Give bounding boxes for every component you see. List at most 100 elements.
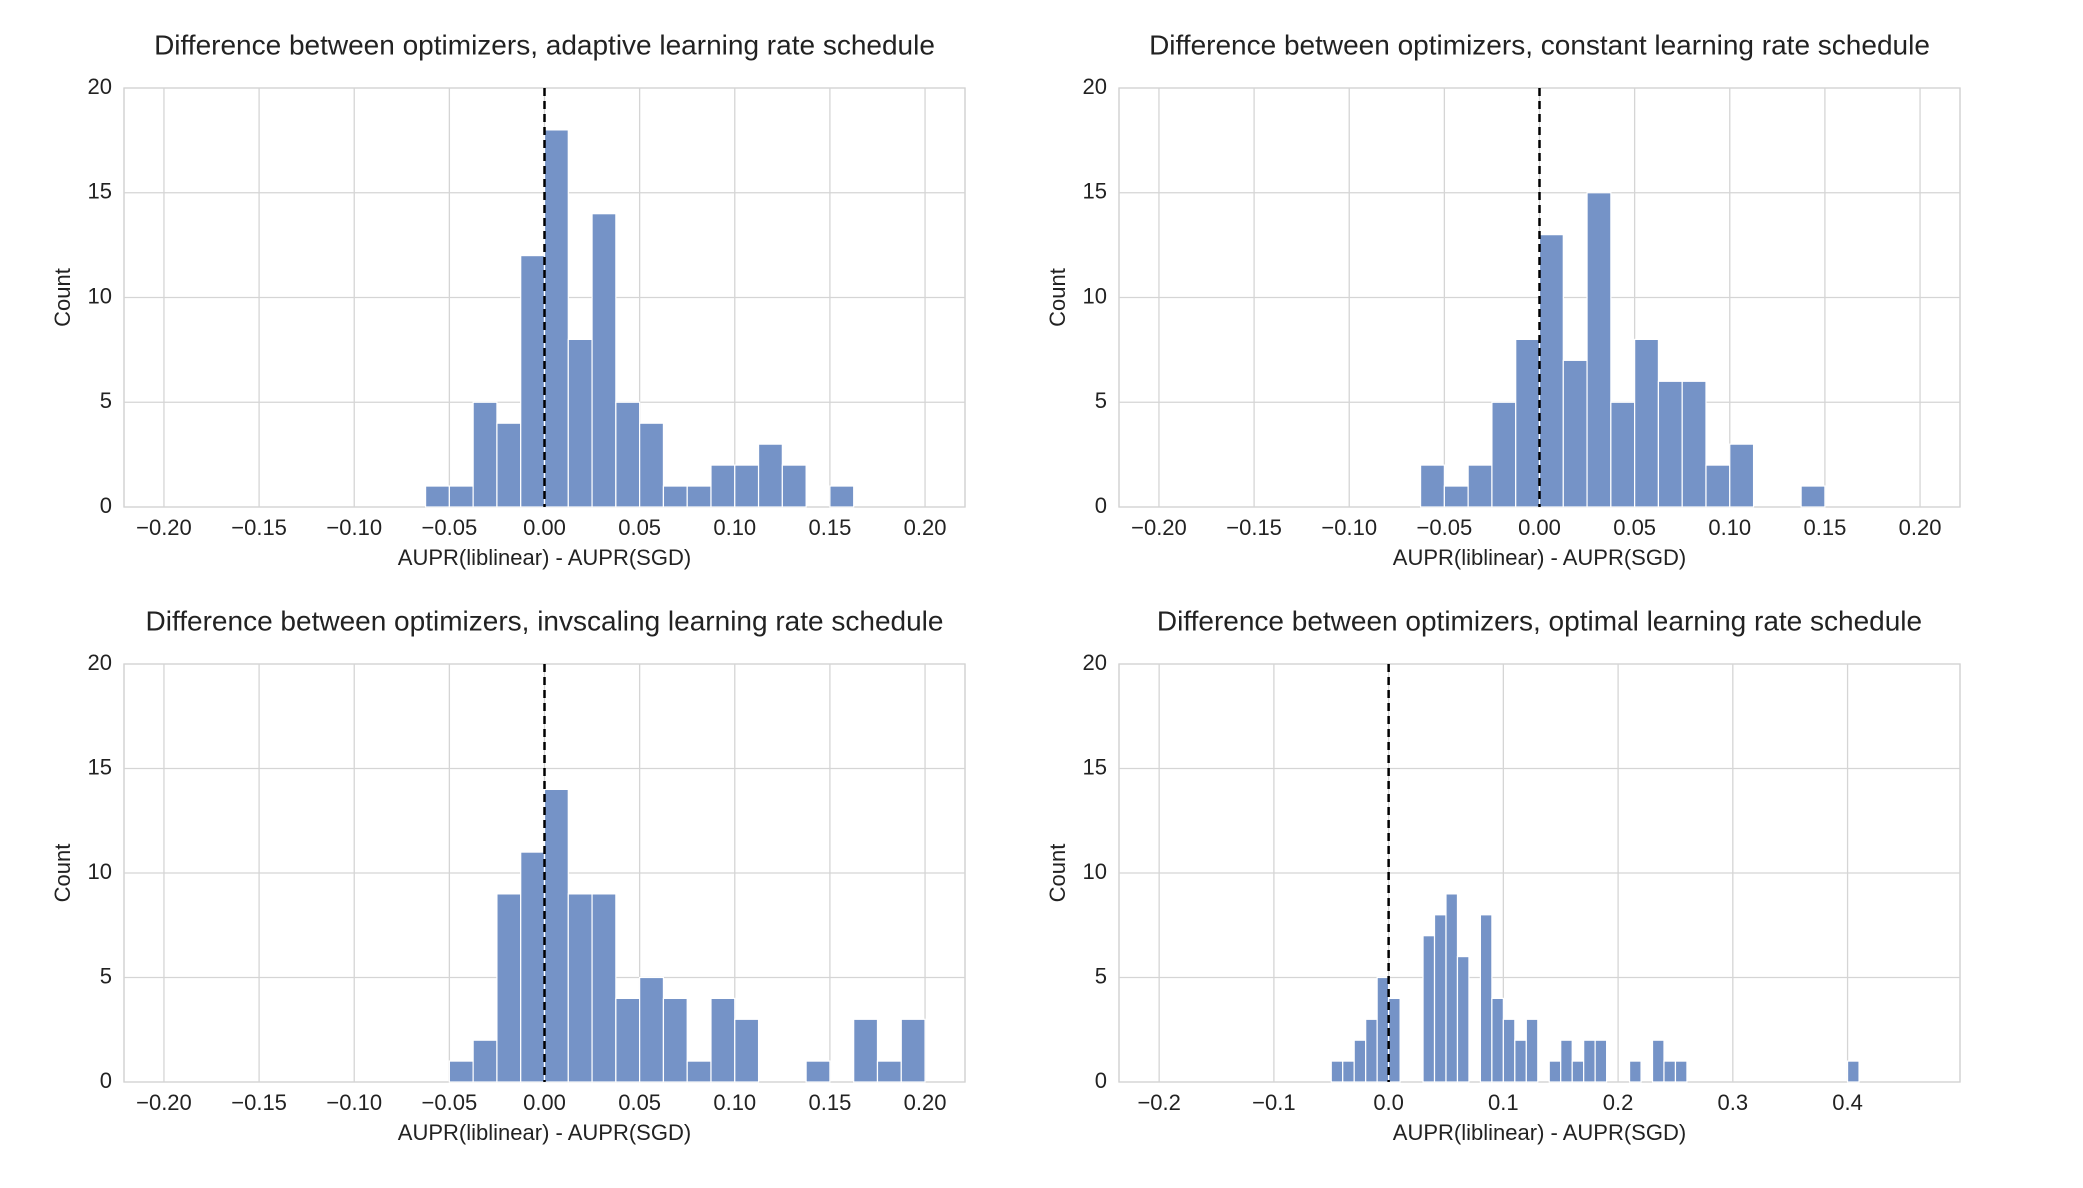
bar [1562,359,1588,508]
x-tick-label: 0.4 [1832,1090,1863,1115]
bar [1491,401,1517,508]
bar [876,1060,902,1083]
y-axis-label: Count [1045,844,1070,903]
bar [639,976,665,1083]
bar [1515,338,1541,508]
x-axis-label: AUPR(liblinear) - AUPR(SGD) [398,545,691,570]
bar [1583,1039,1596,1083]
x-tick-label: −0.20 [136,1090,192,1115]
chart-title: Difference between optimizers, constant … [1149,29,1930,60]
bar [1353,1039,1367,1083]
chart-title: Difference between optimizers, adaptive … [154,29,935,60]
bar [1681,380,1707,508]
bar [567,893,593,1083]
bar [1443,485,1469,508]
bar [1419,464,1445,508]
y-tick-label: 10 [88,859,112,884]
x-tick-label: 0.00 [523,1090,566,1115]
bar [1456,955,1470,1083]
x-tick-label: 0.05 [618,1090,661,1115]
x-tick-label: −0.05 [422,1090,478,1115]
x-tick-label: 0.15 [1803,515,1846,540]
x-tick-label: 0.10 [713,1090,756,1115]
bar [639,422,665,508]
x-tick-label: 0.10 [713,515,756,540]
bar [1571,1060,1585,1083]
y-tick-label: 0 [1095,493,1107,518]
x-tick-label: −0.05 [422,515,478,540]
y-tick-label: 20 [1083,650,1107,675]
bar [1342,1060,1355,1083]
bar [1560,1039,1573,1083]
bar [1800,485,1826,508]
bar [757,443,783,508]
bar [1388,997,1401,1083]
bar [662,997,688,1083]
y-tick-label: 15 [1083,754,1107,779]
x-tick-label: 0.05 [618,515,661,540]
bar [1467,464,1493,508]
x-tick-label: 0.3 [1718,1090,1749,1115]
x-tick-label: −0.15 [1226,515,1282,540]
bar [1729,443,1755,508]
y-tick-label: 0 [1095,1068,1107,1093]
bar [496,893,522,1083]
bar [543,129,569,508]
bar [520,255,546,508]
bar [591,213,617,508]
x-tick-label: 0.20 [904,1090,947,1115]
bar [1491,997,1504,1083]
x-tick-label: 0.15 [808,1090,851,1115]
bar [1548,1060,1562,1083]
bar [448,485,474,508]
x-tick-label: −0.10 [1321,515,1377,540]
x-tick-label: 0.2 [1603,1090,1634,1115]
x-tick-label: 0.00 [523,515,566,540]
bar [686,1060,712,1083]
x-axis-label: AUPR(liblinear) - AUPR(SGD) [1393,1120,1686,1145]
y-axis-label: Count [50,268,75,327]
x-axis-label: AUPR(liblinear) - AUPR(SGD) [1393,545,1686,570]
y-tick-label: 10 [88,283,112,308]
bar [1502,1018,1516,1083]
y-tick-label: 5 [1095,388,1107,413]
x-tick-label: −0.2 [1137,1090,1180,1115]
x-tick-label: 0.10 [1708,515,1751,540]
x-tick-label: −0.15 [231,515,287,540]
chart-title: Difference between optimizers, invscalin… [146,605,944,636]
bar [615,997,641,1083]
x-tick-label: −0.20 [1131,515,1187,540]
y-tick-label: 10 [1083,283,1107,308]
bar [1634,338,1660,508]
bar [1433,914,1447,1083]
y-tick-label: 15 [1083,179,1107,204]
y-tick-label: 0 [100,1068,112,1093]
bar [1376,976,1390,1083]
bar [900,1018,926,1083]
bar [1330,1060,1344,1083]
bar [496,422,522,508]
bar [1445,893,1459,1083]
x-tick-label: −0.10 [326,1090,382,1115]
y-axis-label: Count [1045,268,1070,327]
y-axis-label: Count [50,844,75,903]
x-tick-label: 0.1 [1488,1090,1519,1115]
x-tick-label: 0.00 [1518,515,1561,540]
y-tick-label: 15 [88,179,112,204]
bar [1365,1018,1378,1083]
bar [1514,1039,1527,1083]
y-tick-label: 20 [1083,74,1107,99]
x-tick-label: 0.0 [1373,1090,1404,1115]
bar [662,485,688,508]
bar [853,1018,879,1083]
bar [1705,464,1731,508]
bar [1586,192,1612,508]
bar [1422,935,1436,1083]
x-tick-label: −0.15 [231,1090,287,1115]
bar [1663,1060,1677,1083]
x-tick-label: 0.20 [904,515,947,540]
bar [1594,1039,1608,1083]
bar [1628,1060,1642,1083]
bar [829,485,855,508]
bar [448,1060,474,1083]
